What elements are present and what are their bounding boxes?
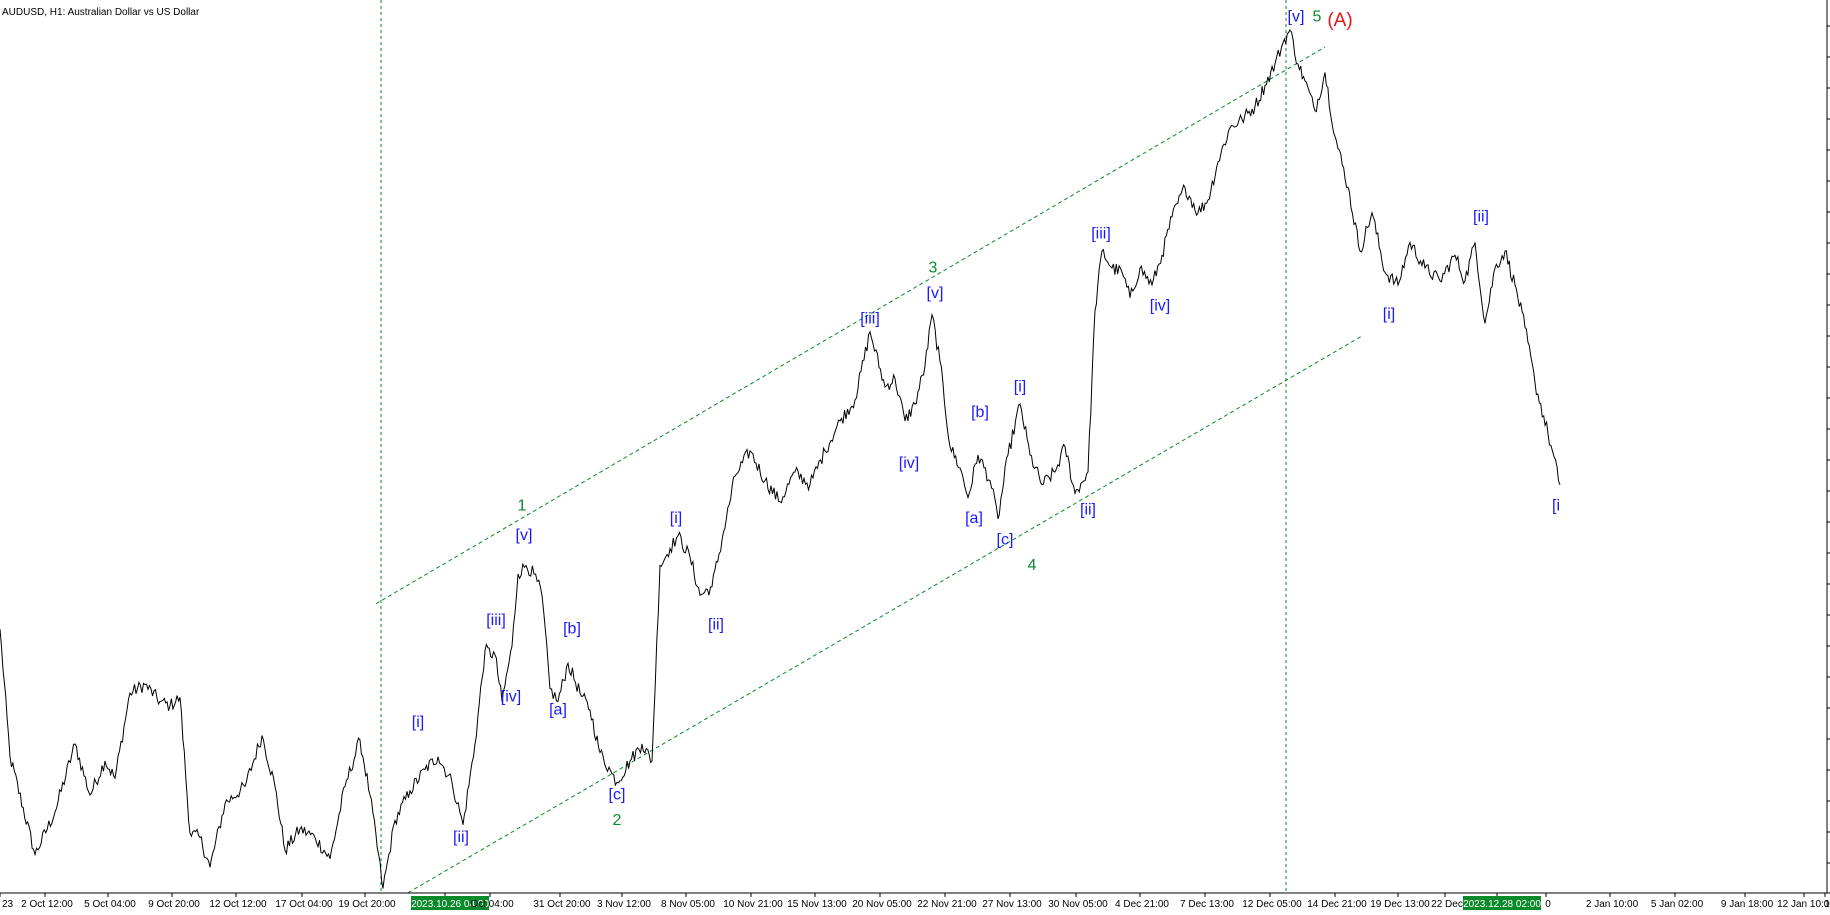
wave-label: [i]	[670, 510, 682, 527]
x-tick-label: 0	[1545, 899, 1551, 910]
x-tick-label: 30 Nov 05:00	[1048, 899, 1108, 910]
x-tick-label: 15 Nov 13:00	[787, 899, 847, 910]
channel-lines	[375, 46, 1363, 894]
wave-label: [a]	[965, 510, 983, 527]
x-tick-label: 2 Jan 10:00	[1586, 899, 1639, 910]
wave-label: 3	[929, 259, 938, 276]
x-tick-label: 2 Oct 12:00	[21, 899, 73, 910]
wave-label: [b]	[563, 621, 581, 638]
x-tick-label: 14 Dec 21:00	[1307, 899, 1367, 910]
price-series	[0, 29, 1561, 889]
x-tick-label: 5 Jan 02:00	[1651, 899, 1704, 910]
wave-label: [iii]	[860, 310, 880, 327]
wave-label: 2	[613, 812, 622, 829]
x-tick-label: 23	[2, 899, 14, 910]
x-tick-label: Oct 04:00	[470, 899, 514, 910]
wave-label: [c]	[609, 786, 626, 803]
x-tick-label: 5 Oct 04:00	[84, 899, 136, 910]
x-tick-label: 12 Oct 12:00	[209, 899, 267, 910]
wave-labels: [i] [ii] [iii] [iv] [v] 1 [a] [b] [c] 2 [i] [ii] [ii…	[412, 9, 1560, 846]
x-tick-label: 4 Dec 21:00	[1115, 899, 1169, 910]
channel-line-1	[375, 46, 1326, 605]
x-tick-label: 20 Nov 05:00	[852, 899, 912, 910]
wave-label: 1	[518, 497, 527, 514]
wave-label: [v]	[1288, 9, 1305, 26]
x-tick-highlight	[1463, 896, 1541, 910]
x-tick-label: 9 Jan 18:00	[1721, 899, 1774, 910]
x-tick-label: 1	[1824, 899, 1830, 910]
wave-label: [ii]	[1080, 502, 1096, 519]
x-tick-label: 19 Oct 20:00	[338, 899, 396, 910]
x-tick-label: 27 Nov 13:00	[982, 899, 1042, 910]
x-tick-label: 8 Nov 05:00	[661, 899, 715, 910]
x-tick-label: 22 Dec	[1431, 899, 1463, 910]
x-tick-label: 12 Dec 05:00	[1242, 899, 1302, 910]
wave-label: [i]	[1383, 306, 1395, 323]
wave-label: [ii]	[708, 616, 724, 633]
x-tick-label: 2023.10.26 04:00	[411, 899, 489, 910]
x-axis: 23 2 Oct 12:00 5 Oct 04:00 9 Oct 20:00 12 Oc…	[0, 892, 1830, 910]
channel-line-2	[407, 335, 1363, 894]
x-tick-label: 2023.12.28 02:00	[1463, 899, 1541, 910]
wave-label: (A)	[1327, 10, 1352, 31]
wave-label: [b]	[971, 404, 989, 421]
wave-label: [i]	[412, 714, 424, 731]
x-tick-label: 3 Nov 12:00	[597, 899, 651, 910]
wave-label: [iii]	[1091, 225, 1111, 242]
x-tick-label: 31 Oct 20:00	[533, 899, 591, 910]
wave-label: [a]	[549, 701, 567, 718]
x-tick-highlight	[411, 896, 489, 910]
x-tick-label: 7 Dec 13:00	[1180, 899, 1234, 910]
wave-label: [v]	[516, 527, 533, 544]
wave-label: [ii]	[453, 829, 469, 846]
wave-label: [iv]	[1150, 298, 1170, 315]
chart-title: AUDUSD, H1: Australian Dollar vs US Doll…	[2, 7, 200, 18]
vertical-markers	[380, 0, 1287, 893]
wave-label: [v]	[927, 285, 944, 302]
x-tick-label: 22 Nov 21:00	[917, 899, 977, 910]
wave-label: 5	[1313, 9, 1322, 26]
x-tick-label: 10 Nov 21:00	[723, 899, 783, 910]
price-line	[0, 29, 1561, 889]
wave-label: [i	[1552, 497, 1560, 514]
wave-label: [i]	[1014, 378, 1026, 395]
wave-label: [ii]	[1473, 208, 1489, 225]
wave-label: 4	[1028, 557, 1037, 574]
x-tick-label: 17 Oct 04:00	[275, 899, 333, 910]
wave-label: [iv]	[899, 455, 919, 472]
x-tick-label: 12 Jan 10:00	[1777, 899, 1830, 910]
x-tick-label: 19 Dec 13:00	[1370, 899, 1430, 910]
wave-label: [c]	[997, 531, 1014, 548]
x-tick-label: 9 Oct 20:00	[148, 899, 200, 910]
wave-label: [iii]	[486, 612, 506, 629]
wave-label: [iv]	[501, 689, 521, 706]
